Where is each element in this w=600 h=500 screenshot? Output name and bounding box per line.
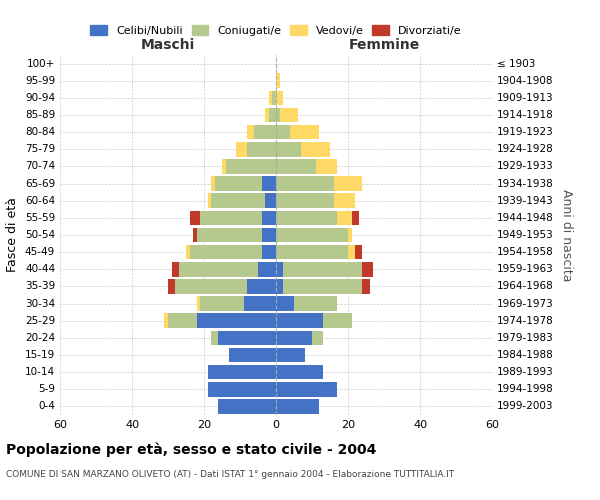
Bar xyxy=(186,245,190,260)
Y-axis label: Fasce di età: Fasce di età xyxy=(7,198,19,272)
Bar xyxy=(247,142,276,156)
Bar xyxy=(276,245,348,260)
Bar xyxy=(262,245,276,260)
Bar xyxy=(323,314,352,328)
Bar xyxy=(334,194,355,208)
Bar xyxy=(283,279,362,293)
Bar xyxy=(276,262,283,276)
Bar xyxy=(265,194,276,208)
Bar xyxy=(247,125,254,140)
Bar xyxy=(200,210,262,225)
Bar xyxy=(276,296,294,311)
Bar xyxy=(168,279,175,293)
Bar xyxy=(276,399,319,413)
Bar xyxy=(276,125,290,140)
Bar xyxy=(276,74,280,88)
Bar xyxy=(348,228,352,242)
Y-axis label: Anni di nascita: Anni di nascita xyxy=(560,188,573,281)
Text: Femmine: Femmine xyxy=(349,38,419,52)
Bar xyxy=(280,108,298,122)
Bar xyxy=(211,194,265,208)
Bar xyxy=(301,142,330,156)
Bar xyxy=(276,228,348,242)
Bar xyxy=(283,262,362,276)
Bar xyxy=(276,176,334,191)
Bar xyxy=(208,382,276,396)
Bar xyxy=(355,245,362,260)
Bar xyxy=(276,279,283,293)
Bar xyxy=(226,159,276,174)
Bar xyxy=(262,228,276,242)
Bar xyxy=(276,90,283,105)
Bar xyxy=(197,296,200,311)
Bar xyxy=(272,90,276,105)
Bar xyxy=(164,314,168,328)
Bar xyxy=(190,210,200,225)
Bar xyxy=(276,108,280,122)
Bar xyxy=(211,330,218,345)
Bar xyxy=(258,262,276,276)
Bar xyxy=(276,194,334,208)
Bar xyxy=(276,330,312,345)
Bar xyxy=(218,399,276,413)
Bar xyxy=(276,159,316,174)
Bar xyxy=(236,142,247,156)
Bar xyxy=(222,159,226,174)
Bar xyxy=(193,228,197,242)
Bar xyxy=(269,90,272,105)
Bar xyxy=(290,125,319,140)
Bar xyxy=(312,330,323,345)
Bar xyxy=(276,365,323,380)
Bar xyxy=(276,314,323,328)
Bar xyxy=(179,262,258,276)
Bar xyxy=(175,279,247,293)
Bar xyxy=(244,296,276,311)
Bar xyxy=(211,176,215,191)
Bar xyxy=(229,348,276,362)
Bar xyxy=(247,279,276,293)
Bar xyxy=(334,176,362,191)
Bar xyxy=(276,348,305,362)
Bar xyxy=(172,262,179,276)
Text: Maschi: Maschi xyxy=(141,38,195,52)
Bar xyxy=(168,314,197,328)
Bar xyxy=(208,365,276,380)
Bar xyxy=(208,194,211,208)
Bar xyxy=(200,296,244,311)
Bar xyxy=(265,108,269,122)
Bar xyxy=(316,159,337,174)
Bar xyxy=(262,176,276,191)
Bar xyxy=(348,245,355,260)
Bar xyxy=(254,125,276,140)
Text: Popolazione per età, sesso e stato civile - 2004: Popolazione per età, sesso e stato civil… xyxy=(6,442,376,457)
Text: COMUNE DI SAN MARZANO OLIVETO (AT) - Dati ISTAT 1° gennaio 2004 - Elaborazione T: COMUNE DI SAN MARZANO OLIVETO (AT) - Dat… xyxy=(6,470,454,479)
Bar xyxy=(218,330,276,345)
Bar xyxy=(269,108,276,122)
Bar xyxy=(215,176,262,191)
Bar xyxy=(197,228,262,242)
Bar xyxy=(362,279,370,293)
Bar xyxy=(362,262,373,276)
Bar xyxy=(352,210,359,225)
Bar xyxy=(197,314,276,328)
Bar xyxy=(276,210,337,225)
Bar xyxy=(190,245,262,260)
Bar xyxy=(276,382,337,396)
Bar xyxy=(276,142,301,156)
Legend: Celibi/Nubili, Coniugati/e, Vedovi/e, Divorziati/e: Celibi/Nubili, Coniugati/e, Vedovi/e, Di… xyxy=(86,21,466,40)
Bar xyxy=(337,210,352,225)
Bar xyxy=(294,296,337,311)
Bar xyxy=(262,210,276,225)
